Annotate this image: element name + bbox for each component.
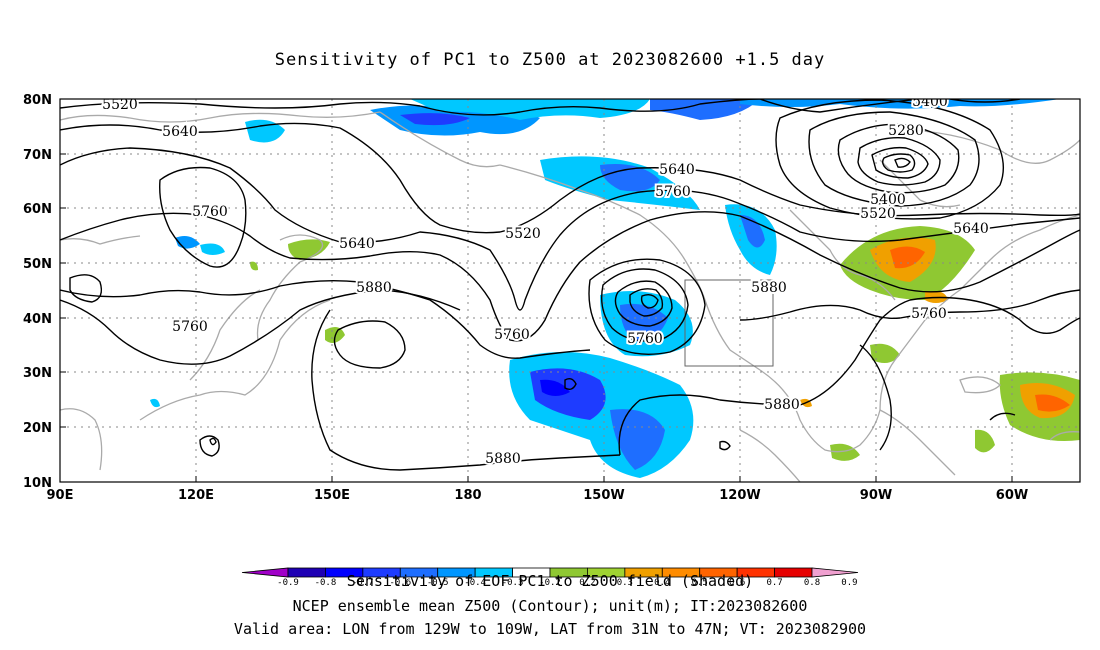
- gridlines: [60, 99, 1080, 482]
- colorbar-tick-label: -0.5: [427, 578, 449, 588]
- contour-label: 5520: [102, 97, 138, 113]
- contour-label: 5760: [494, 327, 530, 343]
- contour-label: 5520: [860, 206, 896, 222]
- contour-label: 5760: [192, 204, 228, 220]
- longitude-labels: 90E 120E 150E 180 150W 120W 90W 60W: [47, 488, 1029, 503]
- contour-label: 5280: [888, 123, 924, 139]
- z500-contours: [60, 99, 1080, 471]
- lat-label: 80N: [23, 93, 52, 108]
- colorbar-tick-label: 0.7: [766, 578, 782, 588]
- contour-label: 5640: [339, 236, 375, 252]
- contour-label: 5880: [356, 280, 392, 296]
- lat-label: 60N: [23, 202, 52, 217]
- contour-label: 5880: [485, 451, 521, 467]
- lat-label: 20N: [23, 421, 52, 436]
- lon-label: 90W: [860, 488, 892, 503]
- contour-label: 5880: [764, 397, 800, 413]
- colorbar-tick-label: -0.8: [315, 578, 337, 588]
- contour-label: 5640: [162, 124, 198, 140]
- lon-label: 150E: [314, 488, 350, 503]
- colorbar-tick-label: 0.6: [729, 578, 745, 588]
- colorbar: -0.9 -0.8 -0.7 -0.6 -0.5 -0.4 -0.3 -0.2 0.2 0.3 0.…: [241, 567, 859, 588]
- contour-label: 5640: [953, 221, 989, 237]
- lat-label: 30N: [23, 366, 52, 381]
- lon-label: 90E: [47, 488, 74, 503]
- negative-sensitivity-shading: [150, 99, 1060, 478]
- contour-label: 5760: [172, 319, 208, 335]
- colorbar-swatch: [811, 567, 859, 578]
- contour-label: 5760: [911, 306, 947, 322]
- axis-ticks: [60, 153, 1013, 482]
- lat-label: 10N: [23, 476, 52, 491]
- plot-title: Sensitivity of PC1 to Z500 at 2023082600…: [274, 50, 826, 70]
- lat-label: 70N: [23, 148, 52, 163]
- lat-label: 40N: [23, 312, 52, 327]
- colorbar-tick-label: -0.2: [539, 578, 561, 588]
- colorbar-tick-label: -0.6: [389, 578, 411, 588]
- contour-label: 5400: [912, 94, 948, 110]
- colorbar-title: Sensitivity of EOF PC1 to Z500 field (Sh…: [346, 572, 754, 590]
- lon-label: 150W: [583, 488, 624, 503]
- colorbar-tick-label: 0.5: [692, 578, 708, 588]
- lat-label: 50N: [23, 257, 52, 272]
- lon-label: 180: [454, 488, 481, 503]
- colorbar-tick-label: -0.4: [464, 578, 486, 588]
- contour-label: 5880: [751, 280, 787, 296]
- colorbar-tick-label: -0.3: [502, 578, 524, 588]
- latitude-labels: 80N 70N 60N 50N 40N 30N 20N 10N: [23, 93, 52, 491]
- contour-label: 5520: [505, 226, 541, 242]
- colorbar-tick-label: 0.4: [654, 578, 670, 588]
- contour-label: 5640: [659, 162, 695, 178]
- contour-label: 5400: [870, 192, 906, 208]
- contour-label: 5760: [627, 331, 663, 347]
- colorbar-tick-label: 0.2: [579, 578, 595, 588]
- footer-contour-info: NCEP ensemble mean Z500 (Contour); unit(…: [292, 597, 808, 615]
- footer-valid-area: Valid area: LON from 129W to 109W, LAT f…: [233, 620, 867, 638]
- map-frame: [59, 98, 1081, 483]
- valid-area-box: [684, 279, 774, 367]
- colorbar-tick-label: -0.7: [352, 578, 374, 588]
- colorbar-tick-label: 0.9: [841, 578, 857, 588]
- coastlines: [60, 111, 1080, 482]
- lon-label: 120W: [719, 488, 760, 503]
- contour-labels: 5520 5640 5760 5640 5880 5760 5520 5760 …: [100, 94, 991, 469]
- colorbar-tick-label: 0.8: [804, 578, 820, 588]
- contour-label: 5760: [655, 184, 691, 200]
- map-area: 5520 5640 5760 5640 5880 5760 5520 5760 …: [60, 94, 1080, 482]
- lon-label: 60W: [996, 488, 1028, 503]
- lon-label: 120E: [178, 488, 214, 503]
- colorbar-tick-label: -0.9: [277, 578, 299, 588]
- colorbar-tick-label: 0.3: [617, 578, 633, 588]
